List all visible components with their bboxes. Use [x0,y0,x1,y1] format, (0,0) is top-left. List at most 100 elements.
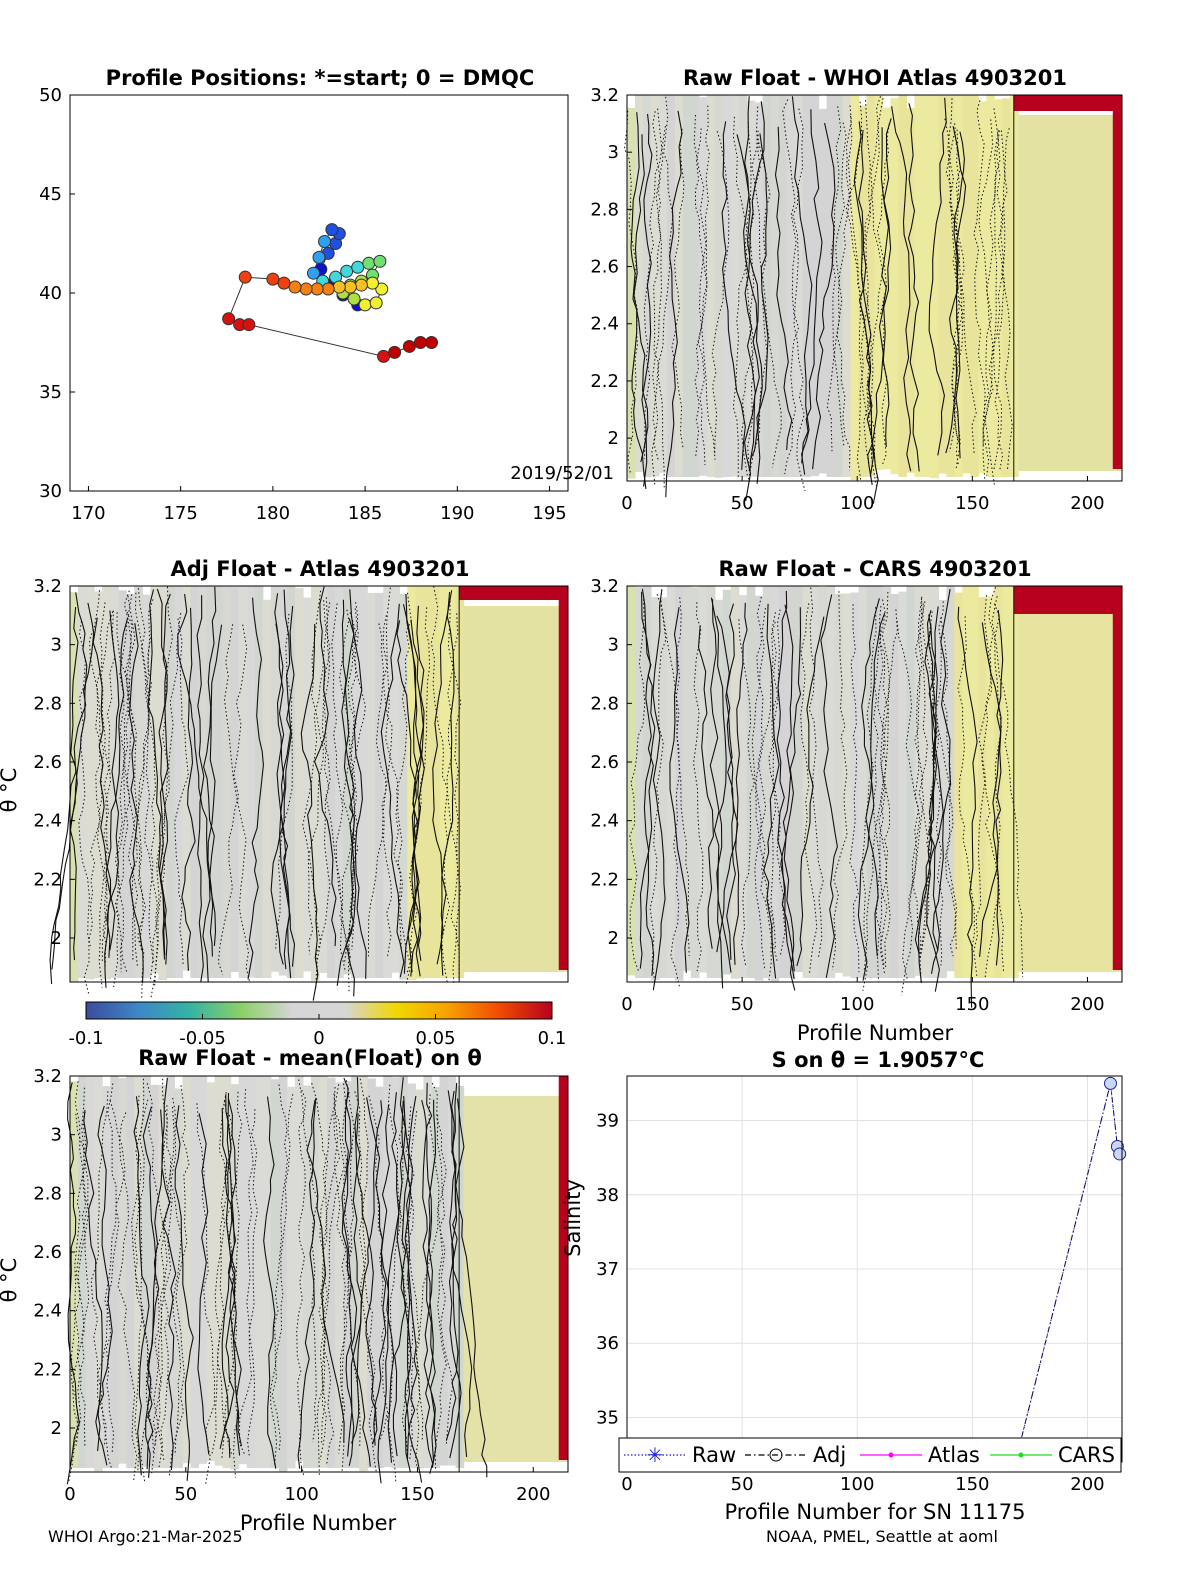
heatmap-cell [206,586,216,978]
positions-ticks: 170 175 180 185 190 195 30 35 40 45 50 [39,85,567,524]
heatmap-cell [1034,115,1043,471]
heatmap-cell [535,606,545,972]
heatmap-xtick-label: 50 [731,994,754,1015]
heatmap-contour [405,1106,424,1440]
heatmap-contour [174,1085,190,1456]
heatmap-cell [351,586,360,978]
heatmap-cell [1066,115,1075,471]
heatmap-contour [820,594,838,978]
heatmap-contour [812,122,836,470]
heatmap-cell [487,1096,497,1462]
heatmap-cell [415,586,425,979]
heatmap-contour [792,108,806,492]
heatmap-contour [652,108,664,460]
heatmap-cell [786,586,796,978]
heatmap-contour [223,624,250,982]
heatmap-cell [335,586,344,978]
heatmap-cell [503,1096,513,1462]
heatmap-cell [690,587,700,978]
heatmap-cell [262,599,272,978]
heatmap-contour [826,105,852,452]
heatmap-cell [375,1086,384,1468]
positions-title: Profile Positions: *=start; 0 = DMQC [106,66,535,90]
heatmap-cell [543,1096,553,1462]
raw-cars-title: Raw Float - CARS 4903201 [718,557,1031,581]
positions-point [277,276,291,290]
heatmap-contour [434,1114,447,1471]
heatmap-contour [366,1097,387,1445]
heatmap-cell [1074,115,1083,471]
heatmap-red-band [459,586,568,600]
heatmap-contour [146,1083,168,1461]
heatmap-contour [338,1080,355,1454]
heatmap-cell [914,95,924,477]
raw-mean-title: Raw Float - mean(Float) on θ [138,1046,482,1070]
heatmap-cell [415,1089,425,1468]
heatmap-cell [714,599,724,978]
salinity-xtick-label: 200 [1070,1474,1104,1495]
heatmap-contour [66,1082,80,1485]
heatmap-contour [423,1099,437,1468]
heatmap-cell [102,1086,111,1468]
heatmap-cell [1106,606,1115,972]
heatmap-contour [146,1109,164,1470]
heatmap-contour [754,621,776,970]
heatmap-cell [754,102,764,478]
heatmap-xtick-label: 100 [840,493,874,514]
heatmap-cell [262,1076,272,1468]
heatmap-cell [1002,586,1011,978]
heatmap-cell [1042,606,1051,972]
raw-mean-cells: 2 2.2 2.4 2.6 2.8 3 3.2 0 50 100 150 200 [33,1066,569,1505]
heatmap-contour [114,595,136,973]
heatmap-contour [693,114,708,459]
positions-xtick-label: 185 [348,503,382,524]
heatmap-contour [716,603,739,953]
heatmap-cell [658,95,668,473]
heatmap-cell [431,586,441,978]
heatmap-contour [116,590,130,974]
heatmap-cell [302,1085,312,1468]
heatmap-contour [716,615,736,960]
positions-point [343,280,357,294]
heatmap-cell [1098,606,1107,972]
heatmap-contour [137,588,157,964]
heatmap-contour [657,96,674,489]
heatmap-xtick-label: 150 [955,994,989,1015]
heatmap-cell [383,1076,392,1468]
heatmap-cell [463,606,473,972]
salinity-xtick-label: 100 [840,1474,874,1495]
heatmap-red-edge [1112,586,1122,970]
heatmap-cell [110,1076,119,1468]
heatmap-contour [623,110,639,474]
positions-panel: Profile Positions: *=start; 0 = DMQC 170… [39,66,614,524]
heatmap-contour [991,596,1024,978]
heatmap-contour [279,589,296,967]
heatmap-contour [134,592,151,1000]
positions-point [388,345,402,359]
heatmap-contour [263,1096,277,1469]
heatmap-contour [643,126,666,459]
heatmap-contour [944,118,960,467]
heatmap-contour [952,125,967,459]
heatmap-contour [230,1091,243,1478]
heatmap-cell [294,1076,304,1462]
heatmap-contour [177,593,217,946]
heatmap-ytick-label: 2.8 [33,1183,62,1204]
heatmap-cell [126,1076,135,1468]
positions-point [375,282,389,296]
heatmap-cell [1090,115,1099,471]
heatmap-cell [978,101,987,474]
heatmap-cell [487,606,497,972]
legend-marker-0: ✳ [647,1443,664,1467]
heatmap-cell [962,95,971,474]
heatmap-contour [630,112,647,489]
heatmap-cell [666,586,676,978]
heatmap-cell [302,597,312,972]
heatmap-contour [297,1097,317,1469]
heatmap-cell [551,1096,561,1462]
heatmap-ytick-label: 2.2 [33,869,62,890]
heatmap-contour [269,1094,294,1467]
heatmap-contour [747,106,771,481]
heatmap-contour [754,130,782,468]
positions-ytick-label: 35 [39,382,62,403]
